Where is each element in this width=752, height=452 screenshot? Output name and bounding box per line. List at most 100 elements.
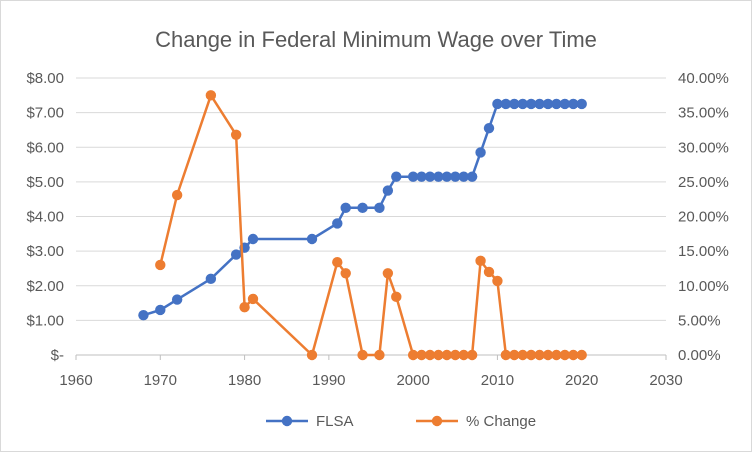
y-right-tick-label: 40.00% (678, 70, 729, 87)
y-left-tick-label: $- (51, 347, 64, 364)
data-point (205, 90, 217, 101)
x-tick-label: 1960 (59, 372, 92, 389)
x-tick-label: 1970 (144, 372, 177, 389)
axes: $- 0.00% $1.00 5.00% $2.00 10.00% $3.00 15.00% $… (26, 70, 728, 389)
x-tick-label: 2000 (396, 372, 429, 389)
y-left-tick-label: $1.00 (26, 312, 64, 329)
data-point (559, 98, 571, 110)
y-left-tick-label: $4.00 (26, 209, 64, 226)
data-point (239, 302, 250, 313)
x-tick-label: 1990 (312, 372, 345, 389)
data-point (205, 273, 217, 285)
data-point (525, 349, 537, 361)
data-point (450, 171, 461, 182)
data-point (357, 349, 368, 361)
data-point (542, 98, 554, 110)
y-left-tick-label: $7.00 (26, 105, 64, 122)
data-point (509, 349, 520, 361)
data-point (306, 349, 318, 361)
data-point (407, 171, 419, 182)
data-point (534, 349, 545, 361)
data-point (424, 171, 436, 182)
legend-item: FLSA (266, 413, 354, 430)
data-point (416, 349, 427, 361)
data-point (230, 129, 242, 140)
data-point (492, 275, 503, 287)
data-point (568, 98, 579, 110)
data-point (551, 98, 562, 110)
data-point (458, 171, 469, 182)
data-point (576, 349, 587, 361)
data-point (576, 98, 587, 110)
data-point (517, 98, 528, 110)
data-point (247, 233, 259, 245)
data-point (340, 268, 351, 279)
data-point (517, 349, 528, 361)
series (138, 90, 587, 361)
legend-item: % Change (416, 413, 536, 430)
data-point (382, 268, 394, 279)
data-point (171, 294, 183, 305)
x-tick-label: 2010 (481, 372, 514, 389)
legend-label: % Change (466, 413, 536, 430)
data-point (306, 233, 318, 245)
y-right-tick-label: 35.00% (678, 105, 729, 122)
y-right-tick-label: 10.00% (678, 278, 729, 295)
data-point (357, 202, 368, 214)
data-point (424, 349, 436, 361)
data-point (433, 171, 444, 182)
data-point (155, 304, 166, 316)
data-point (433, 349, 444, 361)
series-percent-change (155, 90, 587, 361)
y-right-tick-label: 15.00% (678, 243, 729, 260)
legend-label: FLSA (316, 413, 354, 430)
data-point (483, 123, 495, 134)
data-point (483, 266, 495, 278)
y-left-tick-label: $5.00 (26, 174, 64, 191)
chart-title: Change in Federal Minimum Wage over Time (155, 27, 597, 52)
data-point (416, 171, 427, 182)
data-point (374, 349, 385, 361)
data-point (492, 98, 503, 110)
data-point (568, 349, 579, 361)
x-tick-label: 2020 (565, 372, 598, 389)
data-point (509, 98, 520, 110)
y-left-tick-label: $3.00 (26, 243, 64, 260)
x-tick-label: 1980 (228, 372, 261, 389)
data-point (542, 349, 554, 361)
legend-marker (431, 415, 443, 427)
y-left-tick-label: $8.00 (26, 70, 64, 87)
y-right-tick-label: 5.00% (678, 312, 721, 329)
gridlines (76, 77, 666, 321)
data-point (332, 218, 343, 229)
data-point (475, 147, 486, 158)
data-point (391, 291, 402, 303)
data-point (391, 171, 402, 182)
y-left-tick-label: $6.00 (26, 139, 64, 156)
data-point (171, 189, 183, 201)
data-point (475, 255, 486, 267)
legend-marker (281, 415, 293, 427)
data-point (525, 98, 537, 110)
series-flsa (138, 98, 587, 321)
data-point (458, 349, 469, 361)
data-point (155, 259, 166, 271)
x-tick-label: 2030 (649, 372, 682, 389)
data-point (500, 98, 512, 110)
data-point (500, 349, 512, 361)
data-point (340, 202, 351, 214)
data-point (450, 349, 461, 361)
y-right-tick-label: 25.00% (678, 174, 729, 191)
data-point (441, 171, 453, 182)
y-right-tick-label: 0.00% (678, 347, 721, 364)
y-left-tick-label: $2.00 (26, 278, 64, 295)
data-point (230, 249, 242, 260)
data-point (138, 309, 149, 321)
data-point (382, 185, 394, 196)
data-point (441, 349, 453, 361)
legend: FLSA % Change (266, 413, 536, 430)
y-right-tick-label: 20.00% (678, 209, 729, 226)
data-point (559, 349, 571, 361)
